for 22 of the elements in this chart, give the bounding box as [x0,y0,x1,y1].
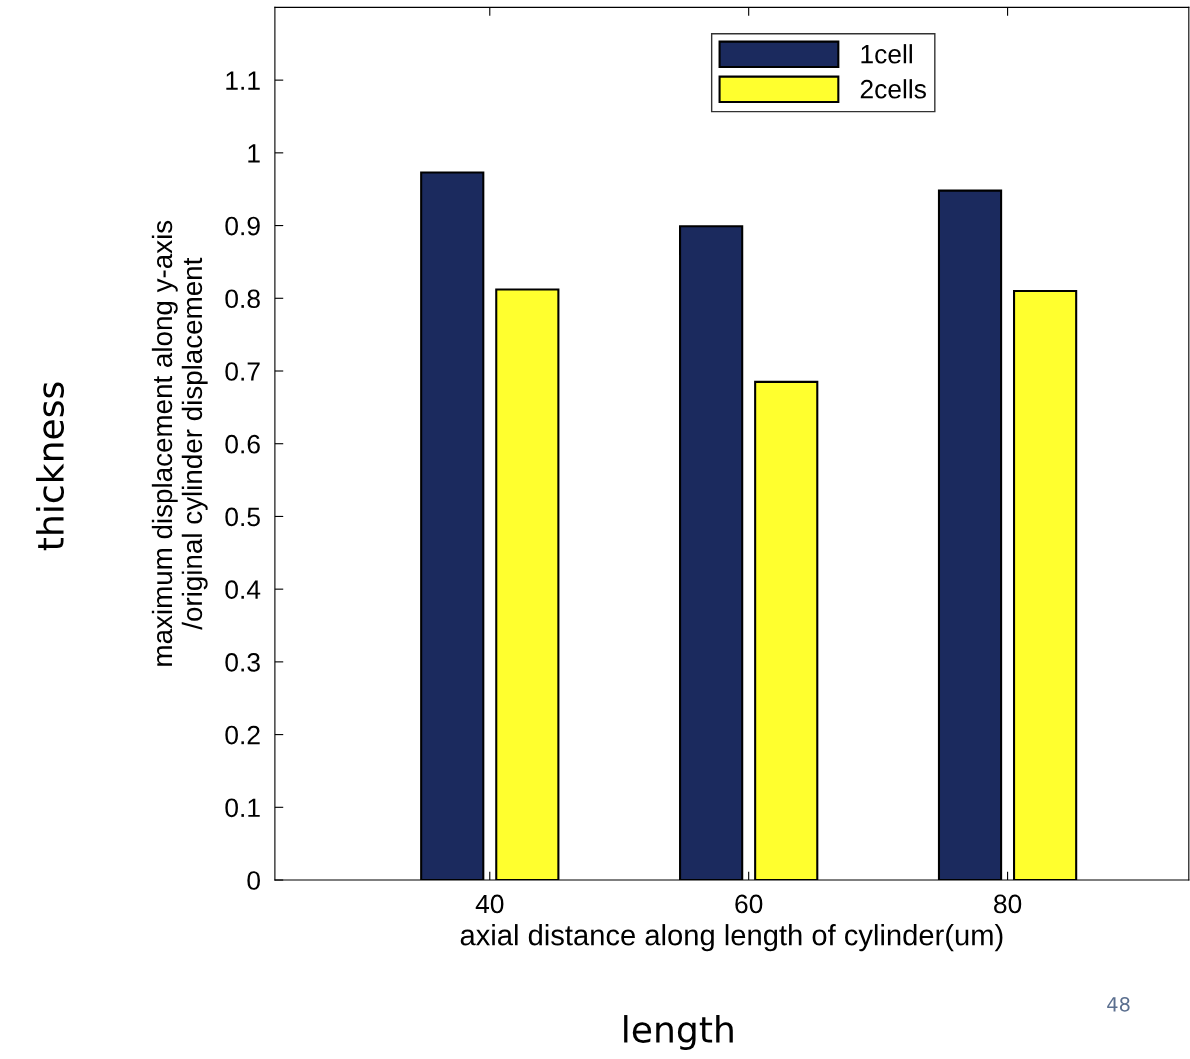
y-tick-label: 0.7 [225,362,260,381]
y-tick-label: 0.8 [225,289,260,309]
x-tick-label: 60 [735,894,763,914]
y-tick-label: 0.1 [225,798,260,818]
x-tick-label: 40 [475,894,504,914]
y-axis-title: maximum displacement along y-axis /original cylinder displacement [151,220,208,666]
y-tick-label: 0.6 [225,434,260,454]
x-axis-title: axial distance along length of cylinder(um) [460,924,1003,952]
y-tick-label: 1 [248,144,260,163]
x-tick-label: 80 [994,894,1022,914]
legend-label: 2cells [860,79,926,99]
y-tick-label: 0.9 [225,216,260,236]
y-tick-label: 0.3 [225,653,260,672]
y-tick-label: 0 [247,871,260,890]
text: thickness [36,382,65,551]
y-tick-label: 1.1 [226,71,260,90]
text: 48 [1107,996,1130,1012]
legend-label: 1cell [861,44,912,64]
text: length [624,1015,733,1050]
y-tick-label: 0.4 [225,580,261,599]
y-tick-label: 0.5 [225,507,260,527]
y-tick-label: 0.2 [225,725,260,745]
